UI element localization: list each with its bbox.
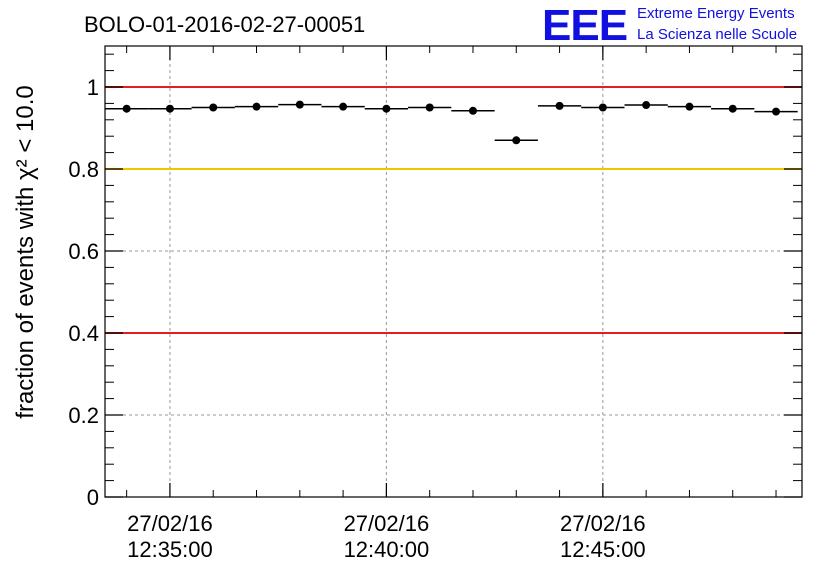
data-point xyxy=(685,102,694,111)
x-tick-time-label: 12:35:00 xyxy=(127,537,213,562)
y-axis-label: fraction of events with χ² < 10.0 xyxy=(12,85,39,418)
data-point xyxy=(598,103,607,112)
data-point xyxy=(425,103,434,112)
plot-frame xyxy=(104,45,803,498)
y-tick-label: 0.4 xyxy=(68,321,99,346)
x-tick-date-label: 27/02/16 xyxy=(560,511,646,536)
y-tick-label: 0.2 xyxy=(68,403,99,428)
data-point xyxy=(728,104,737,113)
y-tick-label: 1 xyxy=(87,75,99,100)
org-subtitle-line: La Scienza nelle Scuole xyxy=(637,26,797,43)
eee-logo: EEE xyxy=(542,1,627,50)
reference-lines xyxy=(105,86,802,334)
data-point xyxy=(468,106,477,115)
x-tick-date-label: 27/02/16 xyxy=(344,511,430,536)
data-point xyxy=(512,136,521,145)
y-tick-label: 0 xyxy=(87,485,99,510)
grid-layer xyxy=(105,46,802,497)
data-point xyxy=(209,103,218,112)
data-point xyxy=(772,107,781,116)
org-name-line: Extreme Energy Events xyxy=(637,5,795,22)
y-tick-label: 0.8 xyxy=(68,157,99,182)
data-point xyxy=(122,104,131,113)
axis-ticks xyxy=(105,46,802,498)
x-tick-time-label: 12:45:00 xyxy=(560,537,646,562)
data-points xyxy=(105,100,798,145)
data-point xyxy=(382,104,391,113)
data-point xyxy=(555,101,564,110)
data-point xyxy=(642,101,651,110)
x-tick-time-label: 12:40:00 xyxy=(344,537,430,562)
y-tick-label: 0.6 xyxy=(68,239,99,264)
data-point xyxy=(295,100,304,109)
data-point xyxy=(339,102,348,111)
x-tick-date-label: 27/02/16 xyxy=(127,511,213,536)
data-point xyxy=(252,102,261,111)
data-point xyxy=(165,104,174,113)
tick-labels: 00.20.40.60.8127/02/1612:35:0027/02/1612… xyxy=(68,75,645,562)
chart-title: BOLO-01-2016-02-27-00051 xyxy=(84,12,365,37)
